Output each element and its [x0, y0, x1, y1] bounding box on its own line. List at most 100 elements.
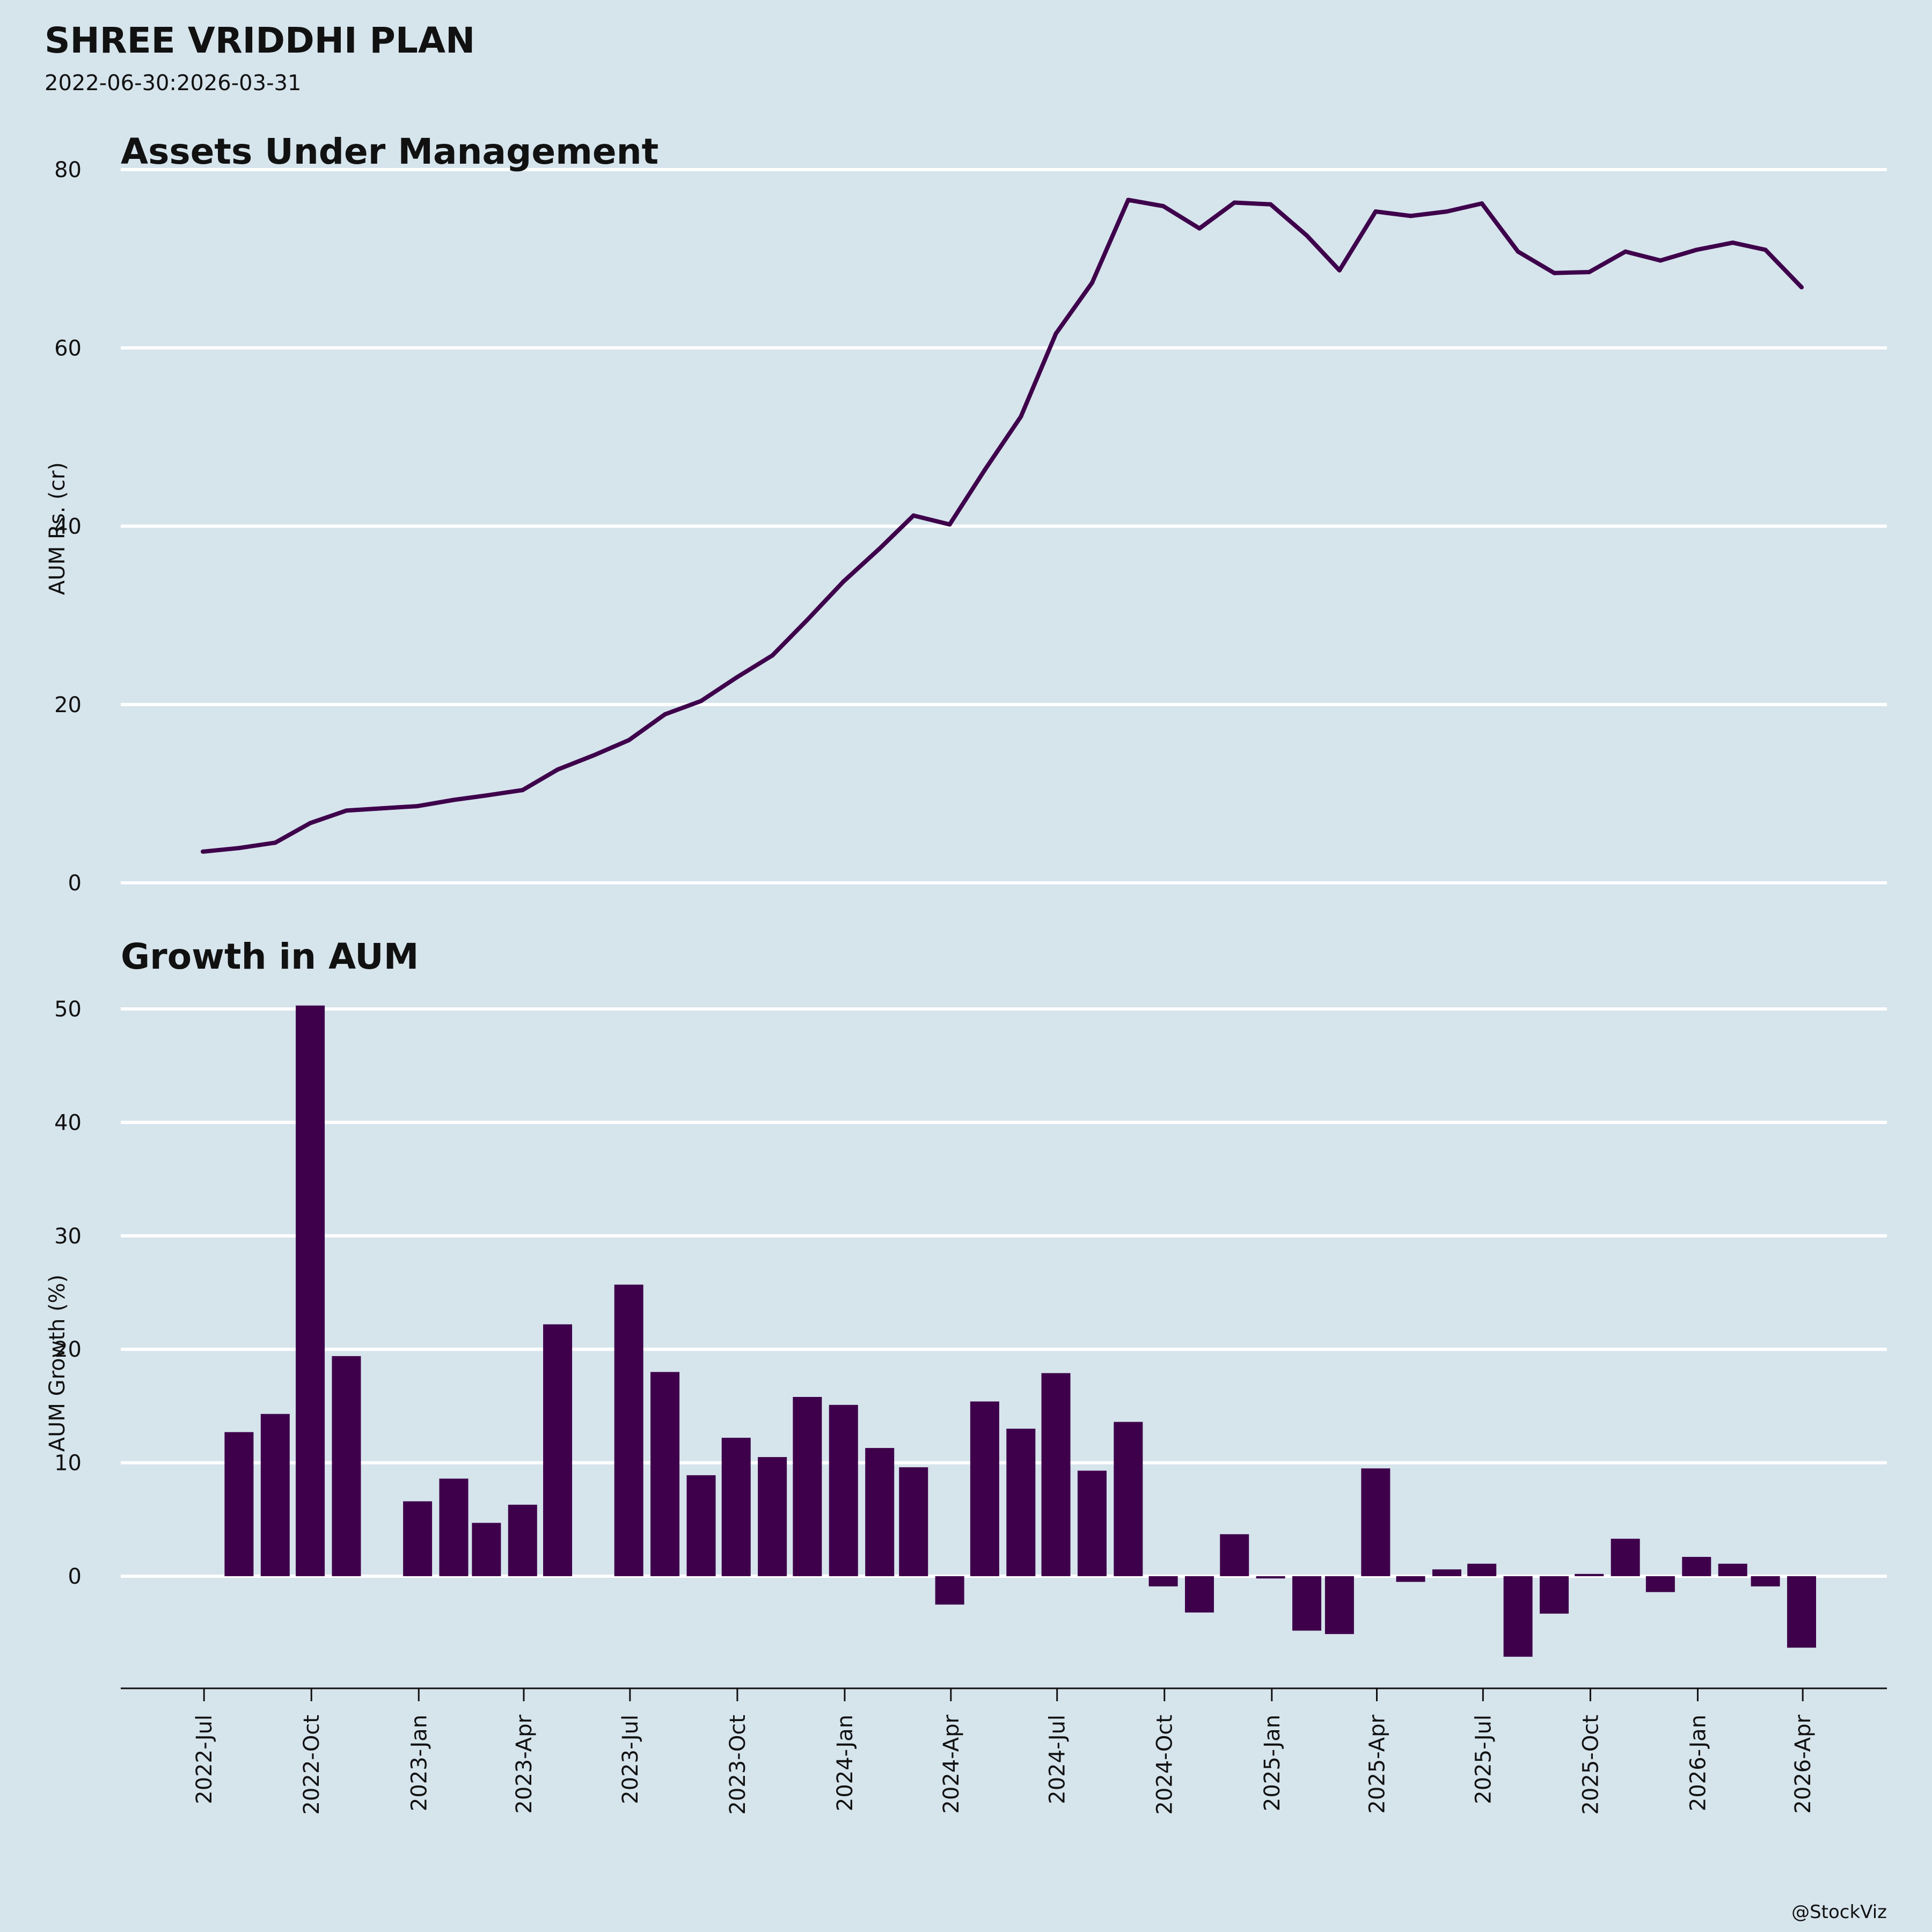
aum-point: [1763, 247, 1768, 252]
growth-bar: [1184, 1576, 1214, 1613]
x-tick-label: 2024-Jul: [1045, 1715, 1070, 1804]
growth-bar: [403, 1501, 433, 1576]
growth-bar: [935, 1576, 964, 1605]
growth-bars: [224, 1005, 1816, 1657]
aum-point: [1161, 204, 1166, 209]
aum-point: [699, 699, 704, 704]
aum-point: [344, 808, 349, 813]
aum-y-tick-labels: 0 20 40 60 80: [54, 158, 82, 896]
growth-bar: [793, 1396, 822, 1576]
aum-y-tick-label: 80: [54, 158, 82, 182]
aum-point: [1019, 414, 1023, 419]
aum-point: [626, 738, 631, 743]
growth-bar: [1148, 1576, 1178, 1587]
growth-bar: [1256, 1576, 1285, 1579]
growth-bar: [1324, 1576, 1354, 1634]
growth-bar: [865, 1448, 895, 1576]
growth-bar: [1787, 1576, 1816, 1648]
growth-bar: [650, 1372, 680, 1576]
aum-point: [451, 797, 456, 802]
aum-point: [663, 712, 668, 717]
growth-bar: [1041, 1373, 1071, 1576]
aum-y-tick-label: 20: [54, 693, 82, 718]
growth-bar: [1540, 1576, 1569, 1614]
aum-point: [1053, 331, 1058, 336]
aum-point: [877, 546, 882, 551]
x-tick-label: 2023-Apr: [512, 1714, 537, 1813]
aum-point: [273, 840, 277, 845]
aum-point: [1799, 285, 1804, 290]
x-tick-label: 2025-Oct: [1578, 1715, 1603, 1815]
growth-bar: [1361, 1468, 1391, 1576]
growth-y-tick-label: 40: [54, 1110, 82, 1135]
aum-line: [202, 197, 1803, 854]
growth-bar: [332, 1356, 361, 1576]
growth-bar: [1077, 1470, 1107, 1576]
aum-point: [1373, 209, 1378, 214]
aum-y-axis-label: AUM Rs. (cr): [45, 462, 70, 595]
growth-bar: [260, 1414, 290, 1576]
growth-y-tick-labels: 0 10 20 30 40 50: [54, 997, 82, 1589]
aum-point: [1694, 247, 1699, 252]
aum-point: [1516, 249, 1520, 254]
x-tick-label: 2023-Oct: [726, 1715, 750, 1815]
growth-bar: [1396, 1576, 1425, 1582]
aum-point: [947, 522, 952, 527]
x-tick-label: 2026-Jan: [1686, 1715, 1710, 1811]
x-tick-label: 2025-Jan: [1260, 1715, 1285, 1811]
aum-point: [911, 513, 916, 518]
aum-point: [379, 806, 384, 811]
growth-bar: [1432, 1569, 1461, 1576]
growth-y-tick-label: 50: [54, 997, 82, 1022]
aum-point: [1089, 280, 1094, 285]
aum-point: [1268, 202, 1273, 207]
x-tick-label: 2022-Jul: [192, 1715, 217, 1804]
growth-bar: [1220, 1534, 1249, 1576]
aum-line-panel: 0 20 40 60 80 Assets Under Management AUM Rs…: [45, 131, 1887, 896]
aum-point: [770, 653, 775, 658]
aum-point: [1305, 233, 1309, 238]
growth-bar: [1006, 1429, 1036, 1576]
growth-bar-panel: 0 10 20 30 40 50 Growth in AUM AUM Growth (%)…: [45, 936, 1887, 1815]
x-axis-ticks: 2022-Jul 2022-Oct 2023-Jan 2023-Apr 2023-Jul…: [192, 1688, 1816, 1815]
aum-point: [415, 804, 420, 809]
growth-bar: [1718, 1563, 1747, 1576]
x-tick-label: 2025-Apr: [1365, 1714, 1389, 1813]
growth-bar: [970, 1401, 999, 1576]
aum-y-tick-label: 60: [54, 336, 82, 361]
aum-point: [1552, 270, 1557, 275]
growth-y-tick-label: 20: [54, 1337, 82, 1362]
main-title: SHREE VRIDDHI PLAN: [45, 20, 475, 61]
growth-bar: [829, 1404, 858, 1576]
aum-point: [1623, 249, 1628, 254]
growth-bar: [1611, 1539, 1640, 1576]
aum-point: [982, 467, 987, 472]
aum-point: [237, 846, 241, 851]
growth-bar: [508, 1504, 537, 1576]
aum-point: [1232, 200, 1237, 205]
x-tick-label: 2026-Apr: [1791, 1714, 1816, 1813]
growth-bar: [472, 1523, 501, 1576]
x-tick-label: 2024-Oct: [1153, 1715, 1177, 1815]
aum-point: [591, 753, 596, 758]
x-tick-label: 2022-Oct: [299, 1715, 324, 1815]
aum-point: [484, 793, 489, 798]
x-tick-label: 2023-Jan: [407, 1715, 431, 1811]
aum-point: [201, 849, 205, 854]
aum-point: [555, 767, 560, 772]
growth-bar: [224, 1432, 254, 1576]
growth-bar: [721, 1438, 751, 1576]
growth-bar: [1751, 1576, 1780, 1587]
aum-point: [1126, 197, 1131, 202]
growth-bar: [296, 1005, 325, 1576]
aum-point: [308, 821, 313, 825]
growth-bar: [1292, 1576, 1322, 1631]
aum-point: [1197, 226, 1202, 231]
x-tick-label: 2024-Apr: [939, 1714, 964, 1813]
aum-point: [841, 579, 846, 584]
x-tick-label: 2023-Jul: [618, 1715, 643, 1804]
aum-point: [1444, 209, 1449, 214]
growth-bar: [1503, 1576, 1533, 1657]
